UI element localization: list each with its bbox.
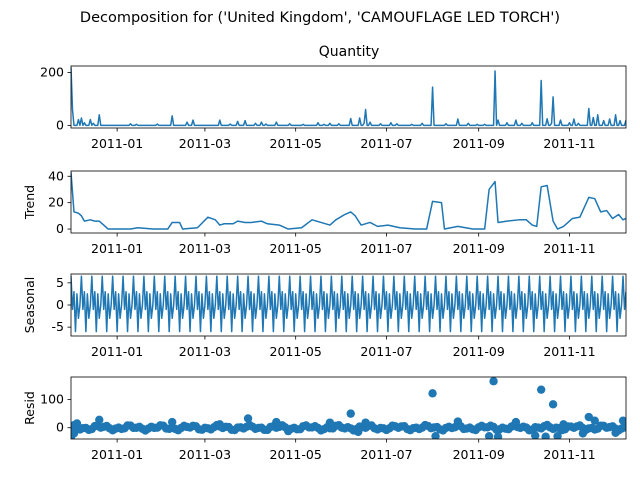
quantity-xtick-label: 2011-07 bbox=[360, 136, 412, 151]
resid-point bbox=[618, 416, 626, 425]
quantity-axes-frame bbox=[70, 65, 627, 129]
quantity-xtick-label: 2011-03 bbox=[179, 136, 231, 151]
resid-point bbox=[272, 417, 281, 427]
resid-xtick-label: 2011-05 bbox=[270, 447, 322, 462]
resid-point bbox=[167, 417, 177, 427]
quantity-xtick-label: 2011-01 bbox=[91, 136, 143, 151]
quantity-ytick-label: 0 bbox=[56, 117, 64, 132]
resid-point bbox=[453, 417, 463, 426]
resid-xtick-label: 2011-07 bbox=[360, 447, 412, 462]
resid-point bbox=[215, 420, 224, 429]
trend-xtick-label: 2011-11 bbox=[543, 241, 595, 256]
resid-xtick-label: 2011-11 bbox=[543, 447, 595, 462]
quantity-series-line bbox=[71, 67, 626, 127]
trend-ylabel: Trend bbox=[22, 185, 37, 220]
resid-point bbox=[484, 431, 494, 439]
resid-axes-frame bbox=[70, 376, 627, 440]
seasonal-xtick-label: 2011-11 bbox=[543, 344, 595, 359]
seasonal-ytick-label: -5 bbox=[52, 319, 64, 334]
resid-point bbox=[431, 431, 440, 439]
resid-data bbox=[71, 377, 626, 439]
resid-point bbox=[541, 432, 550, 439]
trend-ytick-label: 0 bbox=[56, 221, 64, 236]
resid-point bbox=[611, 428, 620, 437]
resid-point bbox=[536, 385, 546, 394]
resid-point bbox=[325, 418, 335, 427]
resid-point bbox=[428, 389, 437, 398]
resid-point bbox=[95, 415, 104, 425]
resid-point bbox=[71, 429, 79, 438]
seasonal-xtick-label: 2011-07 bbox=[360, 344, 412, 359]
resid-point bbox=[346, 409, 355, 418]
trend-xtick-label: 2011-07 bbox=[360, 241, 412, 256]
seasonal-ylabel: Seasonal bbox=[22, 277, 37, 334]
quantity-panel-title: Quantity bbox=[319, 44, 380, 60]
trend-xtick-label: 2011-05 bbox=[270, 241, 322, 256]
quantity-xtick-label: 2011-11 bbox=[543, 136, 595, 151]
resid-point bbox=[72, 419, 82, 428]
quantity-data bbox=[71, 67, 626, 127]
seasonal-xtick-label: 2011-09 bbox=[453, 344, 505, 359]
trend-axes-frame bbox=[70, 170, 627, 234]
resid-xtick-label: 2011-03 bbox=[179, 447, 231, 462]
quantity-xtick-label: 2011-09 bbox=[453, 136, 505, 151]
resid-point bbox=[590, 416, 599, 425]
trend-panel: 0 20 40 2011-01 2011-03 2011-05 2011-07 2011-09… bbox=[22, 168, 627, 256]
resid-point bbox=[553, 431, 562, 439]
resid-point bbox=[493, 432, 503, 439]
trend-xtick-label: 2011-01 bbox=[91, 241, 143, 256]
resid-point bbox=[243, 414, 253, 423]
trend-xtick-label: 2011-03 bbox=[179, 241, 231, 256]
resid-point bbox=[489, 377, 498, 386]
resid-point bbox=[284, 426, 293, 436]
seasonal-data bbox=[71, 275, 626, 333]
resid-ytick-label: 100 bbox=[40, 392, 64, 407]
resid-panel: 0 100 2011-01 2011-03 2011-05 2011-07 2011-09 2… bbox=[22, 376, 627, 462]
resid-point bbox=[620, 423, 626, 432]
seasonal-xtick-label: 2011-01 bbox=[91, 344, 143, 359]
trend-series-line bbox=[71, 172, 626, 230]
quantity-panel: 0 200 2011-01 2011-03 2011-05 2011-07 2011-09 2… bbox=[40, 65, 627, 151]
resid-ylabel: Resid bbox=[22, 391, 37, 425]
resid-point bbox=[361, 418, 370, 427]
resid-point bbox=[548, 400, 558, 409]
resid-xtick-label: 2011-09 bbox=[453, 447, 505, 462]
seasonal-xtick-label: 2011-05 bbox=[270, 344, 322, 359]
seasonal-series-line bbox=[71, 275, 626, 333]
resid-point bbox=[559, 420, 568, 429]
figure-suptitle: Decomposition for ('United Kingdom', 'CA… bbox=[80, 10, 560, 26]
trend-xtick-label: 2011-09 bbox=[453, 241, 505, 256]
trend-data bbox=[71, 172, 626, 230]
resid-point bbox=[353, 427, 363, 437]
resid-point bbox=[511, 417, 521, 427]
seasonal-xtick-label: 2011-03 bbox=[179, 344, 231, 359]
resid-ytick-label: 0 bbox=[56, 420, 64, 435]
resid-point bbox=[531, 431, 540, 439]
seasonal-panel: -5 0 5 2011-01 2011-03 2011-05 2011-07 2011-09 2… bbox=[22, 273, 627, 359]
seasonal-ytick-label: 5 bbox=[56, 275, 64, 290]
trend-ytick-label: 40 bbox=[48, 168, 64, 183]
quantity-ytick-label: 200 bbox=[40, 65, 64, 80]
trend-ytick-label: 20 bbox=[48, 195, 64, 210]
seasonal-ytick-label: 0 bbox=[56, 297, 64, 312]
quantity-xtick-label: 2011-05 bbox=[270, 136, 322, 151]
resid-point bbox=[578, 429, 588, 438]
resid-xtick-label: 2011-01 bbox=[91, 447, 143, 462]
